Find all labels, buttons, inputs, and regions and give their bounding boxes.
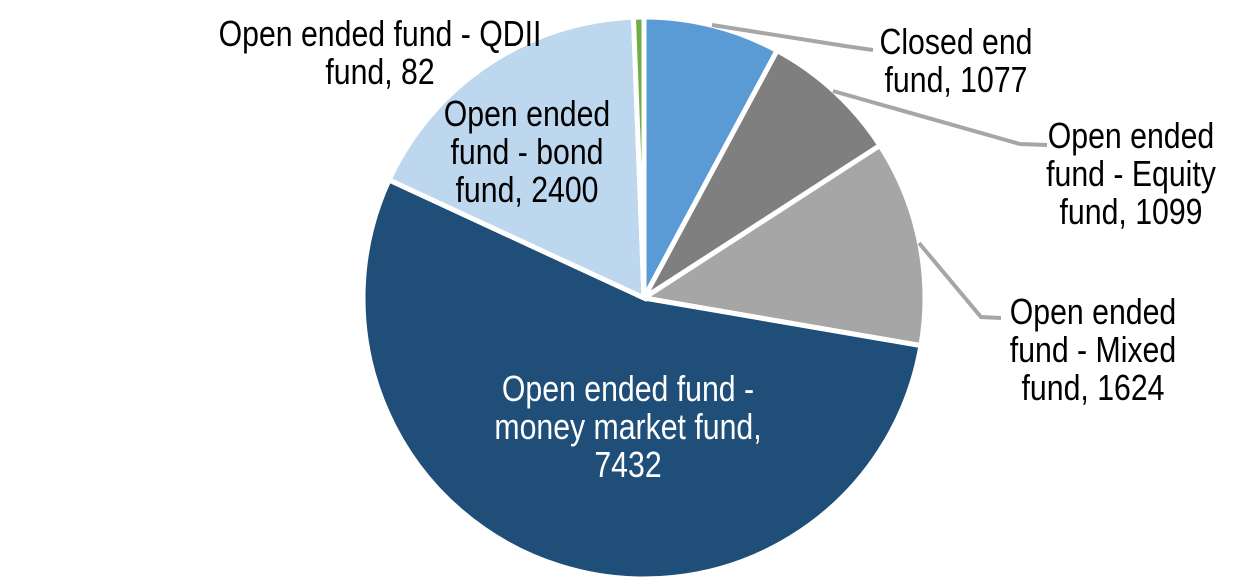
data-label-line: fund - bond <box>450 131 604 172</box>
data-label-line: Open ended fund - <box>501 368 755 409</box>
data-label-line: Open ended fund - QDII <box>218 13 542 54</box>
data-label-open-ended-fund-qdii-fund: Open ended fund - QDII fund, 82 <box>219 15 542 91</box>
leader-line-closed-end-fund <box>711 23 874 52</box>
data-label-line: Closed end <box>879 21 1033 62</box>
data-label-line: money market fund, <box>494 406 762 447</box>
data-label-line: fund, 1624 <box>1021 367 1165 408</box>
pie-slice-open-ended-fund-qdii-fund[interactable] <box>630 14 647 299</box>
data-label-closed-end-fund: Closed end fund, 1077 <box>880 23 1033 99</box>
data-label-open-ended-fund-equity-fund: Open ended fund - Equity fund, 1099 <box>1046 117 1216 231</box>
pie-slice-open-ended-fund-mixed-fund[interactable] <box>637 142 928 349</box>
pie-slice-open-ended-fund-bond-fund[interactable] <box>385 14 647 302</box>
data-label-line: fund, 2400 <box>455 169 599 210</box>
data-label-line: fund, 82 <box>325 51 435 92</box>
data-label-open-ended-fund-money-market-fund: Open ended fund - money market fund, 7432 <box>494 370 761 484</box>
data-label-open-ended-fund-mixed-fund: Open ended fund - Mixed fund, 1624 <box>1010 293 1176 407</box>
data-label-line: fund - Mixed <box>1009 329 1177 370</box>
data-label-line: Open ended <box>1047 115 1215 156</box>
pie-slice-open-ended-fund-money-market-fund[interactable] <box>360 176 924 582</box>
leader-line-open-ended-fund-mixed-fund <box>917 241 1002 320</box>
data-label-line: fund, 1099 <box>1059 191 1203 232</box>
data-label-line: fund - Equity <box>1046 153 1216 194</box>
leader-line-open-ended-fund-equity-fund <box>832 89 1048 147</box>
data-label-line: Open ended <box>443 93 611 134</box>
data-label-line: Open ended <box>1009 291 1177 332</box>
data-label-line: fund, 1077 <box>884 59 1028 100</box>
data-label-open-ended-fund-bond-fund: Open ended fund - bond fund, 2400 <box>444 95 610 209</box>
data-label-line: 7432 <box>594 444 662 485</box>
